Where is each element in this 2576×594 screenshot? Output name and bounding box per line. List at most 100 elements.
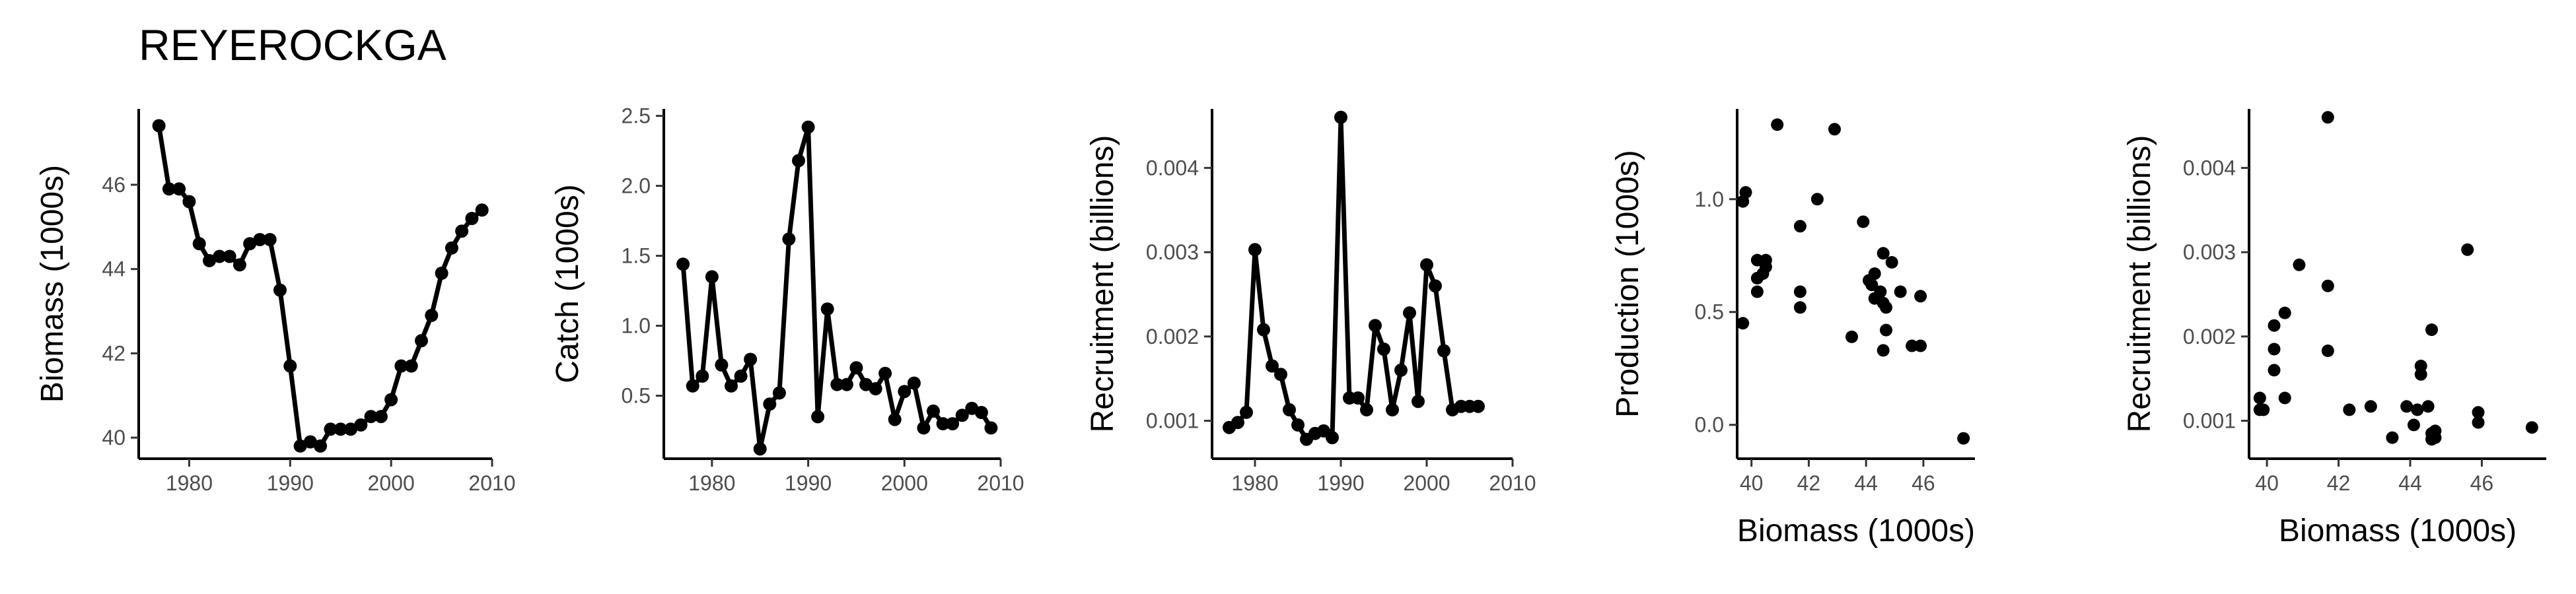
data-point: [705, 270, 719, 284]
data-point: [2278, 306, 2291, 319]
y-tick-label: 2.0: [622, 174, 651, 198]
data-point: [2268, 364, 2281, 377]
data-point: [1369, 319, 1382, 333]
data-point: [2253, 391, 2266, 405]
data-point: [394, 359, 408, 373]
data-point: [243, 237, 257, 251]
data-point: [1906, 339, 1919, 352]
data-point: [1810, 193, 1824, 206]
x-tick-label: 2010: [1489, 471, 1536, 495]
data-point: [1739, 186, 1752, 199]
data-point: [1420, 258, 1433, 272]
data-point: [1880, 301, 1892, 314]
data-point: [283, 359, 297, 373]
data-point: [2278, 391, 2291, 405]
data-point: [1857, 215, 1870, 228]
y-axis-title: Recruitment (billions): [2122, 135, 2157, 433]
y-axis-title: Catch (1000s): [550, 184, 585, 383]
data-point: [324, 422, 338, 436]
x-tick-label: 44: [2398, 471, 2422, 495]
data-point: [1429, 279, 1442, 293]
data-point: [1750, 285, 1764, 298]
data-point: [1472, 399, 1485, 413]
data-point: [1377, 343, 1390, 356]
data-point: [2268, 319, 2281, 332]
y-axis-title: Recruitment (billions): [1085, 135, 1120, 433]
data-point: [172, 182, 186, 196]
data-point: [2386, 431, 2399, 444]
data-point: [1326, 431, 1339, 445]
data-point: [253, 233, 267, 246]
data-point: [2421, 400, 2435, 413]
y-axis-title: Biomass (1000s): [35, 165, 70, 403]
data-point: [162, 182, 176, 196]
data-point: [1257, 323, 1270, 337]
data-point: [676, 257, 690, 271]
data-point: [792, 154, 805, 168]
data-point: [696, 369, 709, 383]
data-point: [213, 249, 227, 263]
data-point: [203, 253, 216, 267]
data-point: [1880, 323, 1892, 337]
data-point: [455, 224, 469, 238]
data-point: [1865, 279, 1878, 292]
data-point: [1914, 339, 1927, 352]
panel-recruitment-timeseries: 1980 1990 2000 2010 0.001 0.002 0.003 0.004 Recr…: [1085, 109, 1536, 495]
x-tick-label: 1980: [166, 471, 213, 495]
data-point: [415, 334, 428, 348]
x-tick-label: 46: [2470, 471, 2494, 495]
data-point: [1360, 403, 1373, 416]
x-tick-label: 2000: [368, 471, 415, 495]
data-point: [435, 267, 448, 280]
data-point: [2343, 403, 2356, 416]
data-point: [917, 421, 931, 435]
data-point: [898, 385, 912, 399]
data-point: [1845, 330, 1858, 343]
data-point: [1828, 123, 1841, 136]
data-point: [811, 410, 825, 424]
data-point: [1266, 359, 1279, 373]
data-point: [1894, 285, 1907, 298]
data-point: [374, 410, 388, 424]
data-point: [233, 258, 246, 272]
data-point: [1793, 220, 1807, 233]
data-point: [840, 378, 853, 391]
x-axis-title: Biomass (1000s): [1737, 513, 1975, 548]
data-point: [1868, 267, 1881, 280]
y-tick-label: 1.5: [622, 244, 651, 268]
data-point: [223, 249, 236, 263]
data-point: [2400, 400, 2414, 413]
data-point: [404, 359, 418, 373]
data-point: [303, 435, 317, 449]
data-point: [974, 406, 988, 419]
x-tick-label: 42: [1797, 471, 1821, 495]
data-point: [2425, 427, 2438, 440]
data-point: [753, 442, 767, 456]
y-tick-label: 0.003: [1146, 240, 1199, 264]
y-tick-label: 0.002: [1146, 325, 1199, 348]
data-point: [1759, 260, 1772, 273]
data-point: [1877, 247, 1890, 260]
x-tick-label: 1990: [785, 471, 832, 495]
y-tick-label: 0.0: [1695, 413, 1724, 437]
data-point: [1877, 344, 1890, 357]
figure-title: REYEROCKGA: [139, 20, 447, 69]
data-point: [1771, 118, 1784, 131]
data-point: [334, 422, 347, 436]
data-point: [2268, 343, 2281, 356]
y-tick-label: 1.0: [622, 314, 651, 338]
y-tick-label: 0.003: [2183, 240, 2236, 264]
data-point: [2411, 403, 2424, 416]
data-point: [763, 397, 777, 411]
data-point: [1914, 290, 1927, 303]
data-point: [182, 195, 196, 209]
x-tick-label: 1980: [1231, 471, 1278, 495]
data-point: [2321, 345, 2334, 357]
data-point: [715, 358, 729, 372]
data-point: [2321, 111, 2334, 124]
data-point: [314, 439, 328, 453]
data-point: [936, 417, 950, 430]
data-point: [1291, 418, 1305, 432]
data-point: [1412, 395, 1425, 409]
